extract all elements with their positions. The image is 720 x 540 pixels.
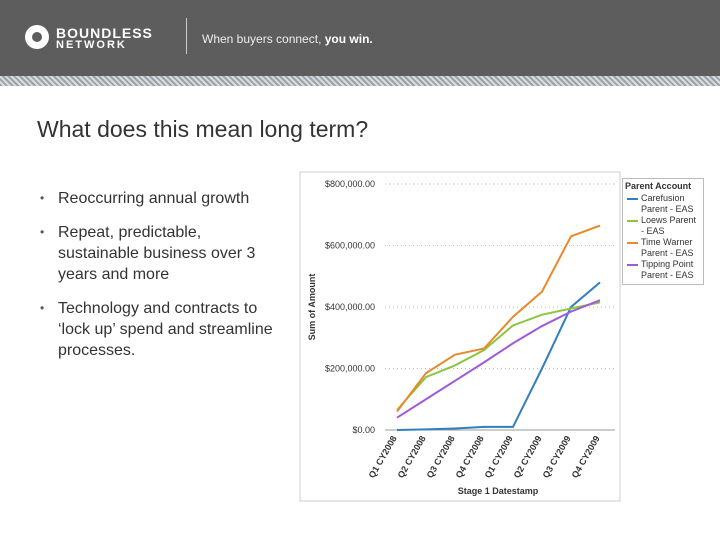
legend-entry: Loews Parent - EAS bbox=[625, 215, 701, 237]
legend-entry: Time Warner Parent - EAS bbox=[625, 237, 701, 259]
series-line bbox=[396, 281, 601, 431]
legend-label: Carefusion Parent - EAS bbox=[641, 193, 694, 214]
series-line bbox=[396, 299, 601, 419]
x-axis-title: Stage 1 Datestamp bbox=[458, 486, 539, 496]
bullet: Reoccurring annual growth bbox=[40, 188, 280, 209]
legend-label: Loews Parent - EAS bbox=[641, 215, 697, 236]
y-tick-label: $800,000.00 bbox=[325, 179, 375, 189]
series-line bbox=[396, 301, 601, 411]
legend-swatch bbox=[627, 242, 638, 244]
legend-entry: Tipping Point Parent - EAS bbox=[625, 259, 701, 281]
bullet: Repeat, predictable, sustainable busines… bbox=[40, 222, 280, 285]
y-axis-title: Sum of Amount bbox=[307, 274, 317, 341]
bullet-list: Reoccurring annual growth Repeat, predic… bbox=[40, 188, 280, 374]
slide-title: What does this mean long term? bbox=[37, 116, 369, 142]
logo-text: BOUNDLESS bbox=[56, 25, 153, 41]
tagline-bold: you win. bbox=[324, 32, 373, 46]
legend-label: Tipping Point Parent - EAS bbox=[641, 259, 694, 280]
separator bbox=[186, 18, 187, 54]
chart-frame bbox=[299, 171, 621, 502]
y-tick-label: $600,000.00 bbox=[325, 241, 375, 251]
legend-swatch bbox=[627, 220, 638, 222]
y-tick-label: $200,000.00 bbox=[325, 364, 375, 374]
legend-swatch bbox=[627, 264, 638, 266]
legend-title: Parent Account bbox=[625, 181, 692, 191]
header: BOUNDLESS NETWORK When buyers connect, y… bbox=[0, 0, 720, 76]
y-tick-label: $400,000.00 bbox=[325, 302, 375, 312]
logo-icon bbox=[25, 25, 49, 49]
bullet: Technology and contracts to ‘lock up’ sp… bbox=[40, 298, 280, 361]
header-stripe bbox=[0, 76, 720, 86]
tagline-text: When buyers connect, bbox=[202, 32, 322, 46]
tagline: When buyers connect, you win. bbox=[202, 32, 373, 46]
series-line bbox=[396, 224, 601, 413]
legend: Parent Account Carefusion Parent - EAS Lo… bbox=[622, 178, 704, 285]
legend-swatch bbox=[627, 198, 638, 200]
logo-text: NETWORK bbox=[56, 39, 127, 51]
legend-entry: Carefusion Parent - EAS bbox=[625, 193, 701, 215]
y-tick-label: $0.00 bbox=[352, 425, 375, 435]
legend-label: Time Warner Parent - EAS bbox=[641, 237, 694, 258]
